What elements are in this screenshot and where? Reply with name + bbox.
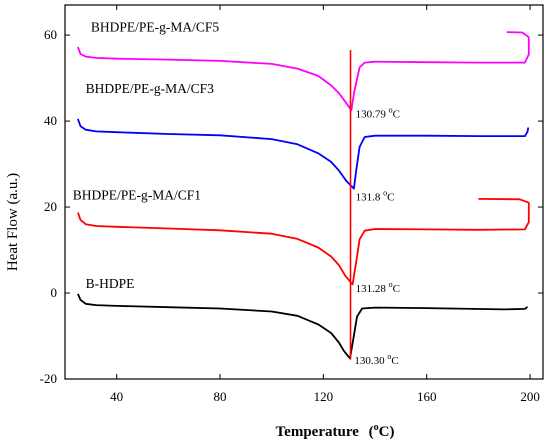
series-label-0: B-HDPE (86, 276, 135, 291)
series-line-1 (77, 198, 530, 286)
series-label-1: BHDPE/PE-g-MA/CF1 (73, 188, 201, 203)
x-axis-title-name: Temperature (276, 424, 360, 440)
x-axis-ticks: 40 80 120 160 200 (110, 5, 540, 404)
y-tick-label: 40 (44, 113, 57, 128)
x-tick-label: 80 (214, 389, 227, 404)
peak-label-1: 131.28 oC (356, 280, 400, 295)
series-label-2: BHDPE/PE-g-MA/CF3 (86, 81, 215, 96)
x-axis-title-unit-tail: C) (379, 424, 395, 440)
peak-label-0: 130.30 oC (354, 352, 398, 367)
series-line-2 (77, 118, 530, 190)
peak-label-2: 131.8 oC (356, 189, 395, 204)
series-layer (77, 31, 530, 360)
x-tick-label: 120 (314, 389, 334, 404)
y-tick-label: 60 (44, 27, 57, 42)
y-axis-title: Heat Flow (a.u.) (5, 173, 21, 271)
x-axis-title: Temperature (oC) (276, 422, 395, 440)
plot-border (64, 4, 544, 380)
peak-label-3: 130.79 oC (356, 106, 400, 121)
plot-frame (64, 4, 544, 380)
x-tick-label: 40 (110, 389, 123, 404)
x-tick-label: 200 (520, 389, 540, 404)
series-line-3 (77, 31, 530, 112)
y-tick-label: -20 (40, 371, 57, 386)
x-axis-title-unit-open: ( (369, 424, 374, 440)
y-axis-ticks: -20 0 20 40 60 (40, 27, 543, 386)
x-axis-title-unit-sup: o (374, 422, 379, 433)
labels-layer: B-HDPE 130.30 oC BHDPE/PE-g-MA/CF1 131.28 o… (73, 20, 400, 367)
x-tick-label: 160 (417, 389, 437, 404)
series-label-3: BHDPE/PE-g-MA/CF5 (91, 20, 220, 35)
y-tick-label: 0 (51, 285, 58, 300)
y-tick-label: 20 (44, 199, 57, 214)
series-line-0 (77, 293, 529, 360)
